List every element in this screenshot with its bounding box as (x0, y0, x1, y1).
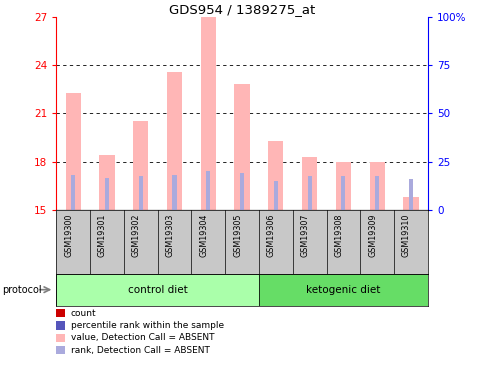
Bar (302, 157, 317, 210)
Bar (259, 274, 444, 306)
Text: percentile rank within the sample: percentile rank within the sample (71, 321, 224, 330)
Text: GSM19305: GSM19305 (233, 213, 242, 256)
Text: GSM19309: GSM19309 (367, 213, 376, 256)
Text: control diet: control diet (127, 285, 187, 295)
Text: GSM19306: GSM19306 (266, 213, 275, 256)
Text: GSM19304: GSM19304 (199, 213, 208, 256)
Text: protocol: protocol (2, 285, 42, 295)
Bar (172, 175, 176, 210)
Text: rank, Detection Call = ABSENT: rank, Detection Call = ABSENT (71, 346, 209, 355)
Bar (240, 173, 244, 210)
Text: count: count (71, 309, 96, 318)
Bar (268, 141, 283, 210)
Bar (200, 17, 215, 210)
Bar (273, 181, 277, 210)
Text: GSM19300: GSM19300 (64, 213, 73, 256)
Bar (65, 93, 81, 210)
Text: GSM19302: GSM19302 (131, 213, 141, 256)
Bar (71, 175, 75, 210)
Bar (206, 171, 210, 210)
Bar (139, 176, 142, 210)
Text: GSM19310: GSM19310 (401, 213, 410, 256)
Bar (408, 179, 412, 210)
Text: GSM19301: GSM19301 (98, 213, 107, 256)
Title: GDS954 / 1389275_at: GDS954 / 1389275_at (168, 3, 315, 16)
Bar (374, 176, 379, 210)
Text: value, Detection Call = ABSENT: value, Detection Call = ABSENT (71, 333, 214, 342)
Bar (99, 155, 114, 210)
Text: GSM19303: GSM19303 (165, 213, 174, 256)
Bar (166, 72, 182, 210)
Bar (234, 84, 249, 210)
Bar (307, 176, 311, 210)
Bar (369, 162, 384, 210)
Text: ketogenic diet: ketogenic diet (305, 285, 380, 295)
Text: GSM19307: GSM19307 (300, 213, 309, 256)
Bar (335, 162, 350, 210)
Bar (104, 178, 109, 210)
Bar (133, 122, 148, 210)
Bar (56, 274, 259, 306)
Bar (341, 176, 345, 210)
Bar (403, 197, 418, 210)
Text: GSM19308: GSM19308 (334, 213, 343, 256)
